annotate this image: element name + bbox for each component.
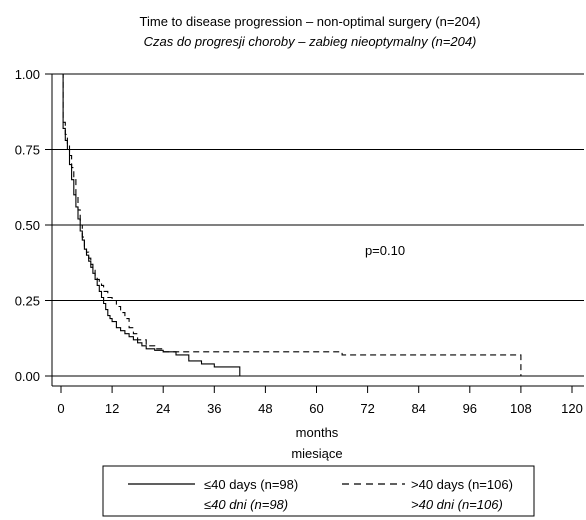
legend: ≤40 days (n=98) ≤40 dni (n=98) >40 days … <box>102 465 535 517</box>
y-tick-label: 0.25 <box>15 294 40 309</box>
x-axis-label: months <box>296 425 339 440</box>
x-tick-label: 36 <box>207 401 221 416</box>
p-value-annotation: p=0.10 <box>365 243 405 258</box>
y-tick-label: 0.75 <box>15 143 40 158</box>
legend-box <box>102 465 535 517</box>
y-tick-label: 1.00 <box>15 67 40 82</box>
x-tick-label: 84 <box>411 401 425 416</box>
x-tick-label: 48 <box>258 401 272 416</box>
gridlines <box>52 73 584 377</box>
legend-label-series-2: >40 days (n=106) <box>411 477 513 492</box>
chart-subtitle: Czas do progresji choroby – zabieg nieop… <box>144 34 477 49</box>
series-lines <box>61 73 522 376</box>
x-tick-label: 108 <box>510 401 532 416</box>
x-tick-label: 72 <box>360 401 374 416</box>
legend-label-series-1: ≤40 days (n=98) <box>204 477 298 492</box>
x-axis: 0 12 24 36 48 60 72 84 96 108 120 <box>52 385 584 416</box>
x-tick-label: 120 <box>561 401 583 416</box>
x-tick-label: 96 <box>463 401 477 416</box>
x-axis-label-secondary: miesiące <box>291 446 342 461</box>
y-tick-label: 0.00 <box>15 369 40 384</box>
chart-title: Time to disease progression – non-optima… <box>140 14 481 29</box>
y-axis: 0.00 0.25 0.50 0.75 1.00 <box>15 67 53 386</box>
y-tick-label: 0.50 <box>15 218 40 233</box>
x-tick-label: 60 <box>309 401 323 416</box>
legend-label-series-1-secondary: ≤40 dni (n=98) <box>204 497 288 512</box>
legend-label-series-2-secondary: >40 dni (n=106) <box>411 497 503 512</box>
x-tick-label: 12 <box>105 401 119 416</box>
x-tick-label: 0 <box>57 401 64 416</box>
x-tick-label: 24 <box>156 401 170 416</box>
